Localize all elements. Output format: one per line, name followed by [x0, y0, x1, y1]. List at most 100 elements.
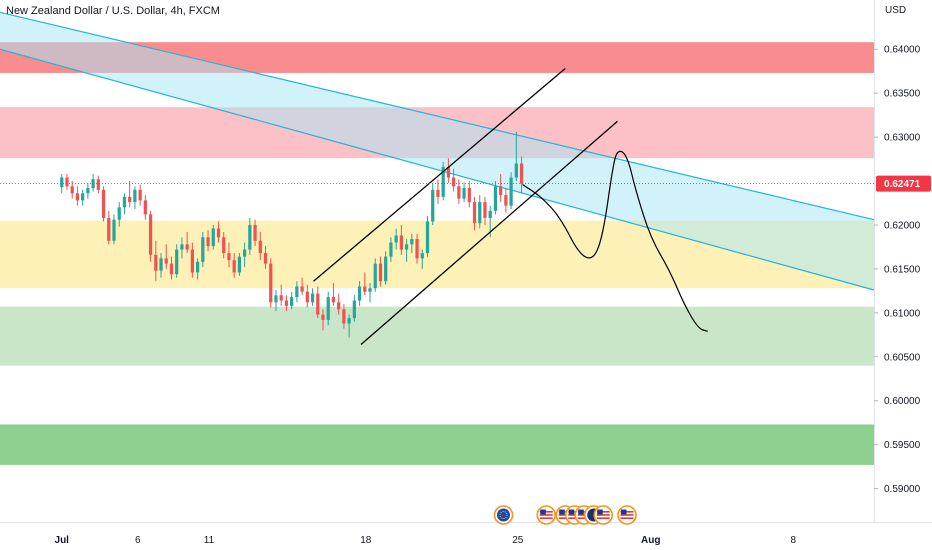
candle-body: [499, 186, 503, 196]
candle: [514, 131, 518, 182]
candle: [201, 232, 205, 268]
candle: [65, 174, 69, 190]
candle-body: [394, 235, 398, 243]
candle: [279, 284, 283, 306]
candle: [190, 242, 194, 278]
eu-event-flag-icon[interactable]: [493, 505, 514, 525]
candle: [143, 195, 147, 220]
flag-stripe: [558, 511, 572, 513]
candle: [122, 193, 127, 215]
candle: [357, 281, 362, 306]
candle: [237, 253, 242, 276]
candle-body: [384, 256, 388, 282]
candle-body: [331, 297, 336, 303]
candle-body: [300, 286, 304, 292]
us-event-flag-icon[interactable]: [593, 505, 614, 525]
candle-body: [227, 253, 231, 261]
candle: [75, 186, 80, 206]
candle: [169, 256, 174, 280]
candle: [499, 174, 503, 203]
candle: [248, 217, 252, 255]
candle-body: [128, 196, 132, 203]
candle-body: [425, 221, 430, 254]
price-tick-label: 0.59500: [884, 440, 921, 451]
ascending-channel-lower: [360, 120, 618, 345]
date-tick-label: 18: [360, 535, 372, 546]
flag-canton: [621, 509, 627, 515]
candle-body: [258, 240, 262, 254]
flag-canton: [578, 509, 584, 515]
candle-body: [101, 189, 106, 218]
descending-channel: [0, 11, 875, 291]
candle-body: [310, 293, 315, 303]
flag-stripe: [577, 511, 591, 513]
candle: [384, 251, 388, 285]
candle-body: [232, 260, 236, 273]
candle-body: [86, 188, 90, 194]
flag-canton: [597, 509, 603, 515]
candle-body: [493, 186, 498, 211]
candle-body: [284, 300, 289, 306]
time-axis[interactable]: Jul 6 11 18 25 Aug 8: [0, 522, 932, 550]
last-price-badge: [876, 175, 931, 192]
candle-body: [169, 263, 174, 275]
candle: [363, 272, 367, 296]
candle: [154, 240, 158, 282]
last-price-label: 0.62471: [884, 179, 921, 190]
date-tick-label: 11: [204, 535, 215, 546]
candle-body: [269, 263, 273, 303]
candle: [258, 232, 262, 261]
candle-body: [65, 177, 69, 187]
candle-body: [467, 188, 471, 203]
candle-body: [143, 200, 147, 215]
price-tick-label: 0.60000: [884, 396, 921, 407]
us-event-flag-icon[interactable]: [536, 505, 557, 525]
candle: [316, 286, 320, 319]
candle: [415, 233, 419, 264]
candle-body: [206, 237, 210, 247]
candle-body: [122, 196, 127, 208]
candle-body: [138, 189, 142, 201]
flag-stripe: [568, 517, 582, 519]
candle: [467, 181, 471, 208]
candle: [227, 242, 231, 268]
candle-body: [431, 189, 435, 222]
candle-body: [389, 242, 393, 257]
price-tick-label: 0.61500: [884, 264, 921, 275]
candle: [222, 232, 226, 259]
flag-stripe: [620, 514, 634, 516]
flag-canton: [568, 509, 575, 515]
candle: [478, 195, 482, 229]
candle-body: [514, 163, 518, 178]
price-tick-label: 0.59000: [884, 484, 921, 495]
candle-body: [519, 163, 524, 184]
date-tick-label: 6: [135, 535, 141, 546]
price-axis-bg: [874, 0, 932, 550]
us-event-flag-icon[interactable]: [617, 505, 637, 525]
candle-body: [164, 258, 168, 264]
candle: [342, 304, 346, 329]
candle: [305, 284, 309, 308]
candle: [243, 242, 247, 268]
flag-canton: [559, 509, 565, 515]
candle-body: [368, 288, 372, 292]
candle: [128, 181, 132, 208]
candle: [206, 230, 210, 252]
candle: [472, 196, 477, 231]
candle-body: [415, 239, 419, 259]
candle-body: [60, 177, 64, 188]
candle: [436, 179, 440, 204]
flag-stripe: [558, 517, 572, 519]
price-tick-label: 0.61000: [884, 308, 921, 319]
event-icons[interactable]: [493, 505, 637, 525]
candle-body: [446, 166, 451, 178]
candle-body: [216, 228, 221, 238]
flag-stripe: [596, 511, 610, 513]
price-axis[interactable]: 0.64000 0.63500 0.63000 0.62000 0.61500 0.610…: [874, 0, 932, 550]
candle-body: [222, 237, 226, 254]
flag-stripe: [596, 517, 610, 519]
candle: [373, 258, 377, 292]
candle: [352, 295, 356, 322]
candle: [519, 156, 524, 194]
